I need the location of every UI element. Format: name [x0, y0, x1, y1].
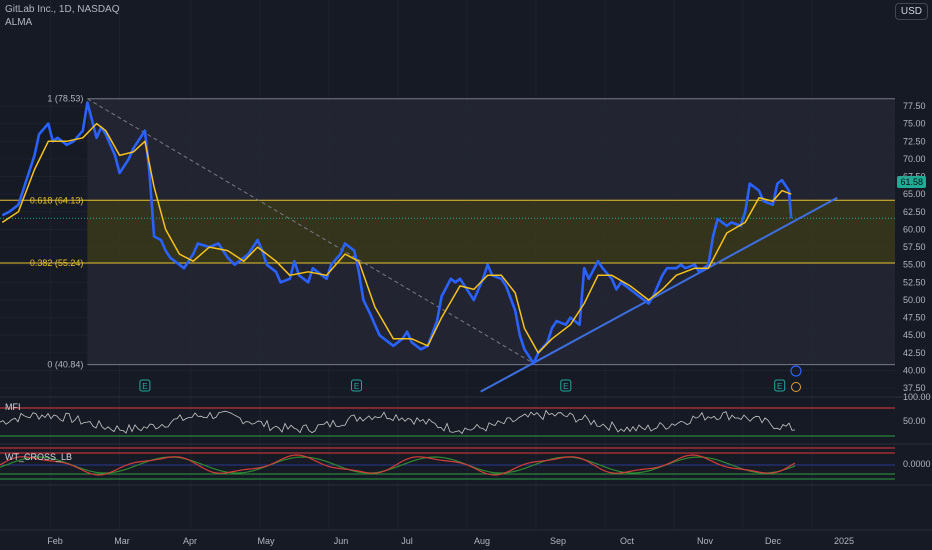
fib-layer: 1 (78.53) 0.618 (64.13) 0.382 (55.24) 0 (40…	[0, 94, 895, 370]
mfi-label[interactable]: MFI	[5, 402, 21, 412]
fib-zone-upper	[87, 98, 895, 201]
fib-level-label: 1 (78.53)	[47, 94, 83, 104]
trendline-layer	[480, 196, 838, 393]
earnings-box	[351, 379, 362, 392]
earnings-icon[interactable]: E	[139, 379, 151, 392]
earnings-glyph: E	[563, 382, 568, 391]
add-alert-icon	[790, 365, 802, 377]
x-tick-label: Apr	[183, 536, 197, 546]
x-tick-label: Dec	[765, 536, 782, 546]
currency-button[interactable]: USD	[894, 3, 928, 20]
x-tick-label: May	[257, 536, 275, 546]
y-tick-label: 75.00	[903, 119, 926, 129]
wt-pane	[0, 447, 895, 480]
alma-line	[1, 122, 792, 354]
y-tick-label: 70.00	[903, 154, 926, 164]
y-tick-label: 52.50	[903, 277, 926, 287]
fib-level-label: 0.618 (64.13)	[30, 195, 84, 205]
indicator-label[interactable]: ALMA	[5, 17, 33, 28]
y-tick-label: 77.50	[903, 101, 926, 111]
earnings-box	[139, 379, 151, 392]
y-tick-label: 50.00	[903, 295, 926, 305]
earnings-box	[560, 379, 572, 392]
x-tick-label: Feb	[47, 536, 63, 546]
dividend-icon	[791, 382, 801, 392]
fib-level-label: 0 (40.84)	[47, 360, 83, 370]
y-tick-label: 60.00	[903, 224, 926, 234]
earnings-icon[interactable]: E	[560, 379, 572, 392]
pane-level-label: 0.0000	[903, 459, 931, 469]
last-price-tag: 61.58	[897, 176, 926, 188]
earnings-icon[interactable]: E	[351, 379, 362, 392]
pane-level-label: 50.00	[903, 416, 926, 426]
y-tick-label: 72.50	[903, 136, 926, 146]
y-axis[interactable]: 77.5075.0072.5070.0067.5065.0062.5060.00…	[903, 101, 931, 469]
earnings-icon[interactable]: E	[774, 379, 786, 392]
fib-trend-dashed	[87, 98, 534, 364]
price-line	[1, 101, 793, 365]
fib-zone-lower	[87, 263, 895, 365]
symbol-title: GitLab Inc., 1D, NASDAQ	[5, 4, 120, 15]
earnings-box	[774, 379, 786, 392]
x-tick-label: 2025	[834, 536, 854, 546]
y-tick-label: 42.50	[903, 348, 926, 358]
series-layer	[1, 101, 793, 365]
pane-level-label: 100.00	[903, 392, 931, 402]
x-tick-label: Jun	[334, 536, 349, 546]
y-tick-label: 57.50	[903, 242, 926, 252]
fib-level-label: 0.382 (55.24)	[30, 258, 84, 268]
earnings-glyph: E	[142, 382, 147, 391]
y-tick-label: 55.00	[903, 260, 926, 270]
wt-label[interactable]: WT_CROSS_LB	[5, 452, 73, 462]
x-tick-label: Sep	[550, 536, 566, 546]
x-tick-label: Oct	[620, 536, 635, 546]
fib-zone-golden	[87, 200, 895, 264]
y-tick-label: 45.00	[903, 330, 926, 340]
x-tick-label: Jul	[401, 536, 413, 546]
earnings-glyph: E	[354, 382, 359, 391]
support-trendline	[480, 196, 838, 393]
x-tick-label: Nov	[697, 536, 714, 546]
x-axis[interactable]: Feb Mar Apr May Jun Jul Aug Sep Oct Nov Dec 2025	[0, 529, 932, 546]
y-tick-label: 65.00	[903, 189, 926, 199]
mfi-pane	[0, 396, 932, 486]
wt1-line	[0, 454, 796, 476]
x-tick-label: Mar	[114, 536, 130, 546]
mfi-line	[0, 409, 796, 435]
y-tick-label: 47.50	[903, 313, 926, 323]
y-tick-label: 40.00	[903, 366, 926, 376]
x-tick-label: Aug	[474, 536, 490, 546]
y-tick-label: 37.50	[903, 383, 926, 393]
y-tick-label: 62.50	[903, 207, 926, 217]
earnings-glyph: E	[777, 382, 782, 391]
